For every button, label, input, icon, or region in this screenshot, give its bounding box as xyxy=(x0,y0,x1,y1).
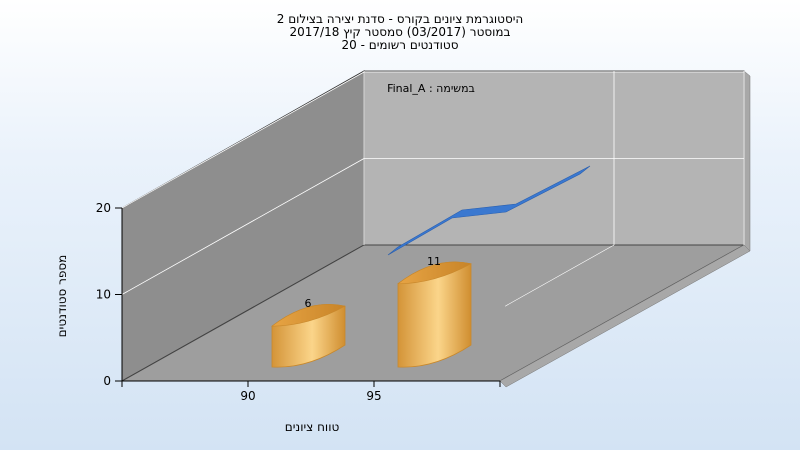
right-edge xyxy=(743,70,751,252)
grid-lines xyxy=(121,71,745,307)
x-ticks: 90 95 xyxy=(121,381,501,403)
grid-line-floor xyxy=(504,244,615,307)
y-axis-title: מספר סטודנטים xyxy=(55,255,69,338)
line-series xyxy=(387,165,591,256)
front-edge xyxy=(499,244,751,388)
x-tick-label-95: 95 xyxy=(366,389,381,403)
data-label-90: 6 xyxy=(305,297,312,310)
chart-title-line-1: היסטוגרמת ציונים בקורס - סדנת יצירה בציל… xyxy=(277,12,524,26)
y-ticks: 0 10 20 xyxy=(96,201,122,388)
grid-line-side xyxy=(121,71,365,209)
x-tick-label-90: 90 xyxy=(240,389,255,403)
grid-line-side xyxy=(121,158,365,295)
legend-entry: במשימה : Final_A xyxy=(387,82,475,95)
data-label-95: 11 xyxy=(427,255,441,268)
bar-cap-95 xyxy=(397,261,472,285)
chart-title-line-2: במוסטר (03/2017) סמסטר קיץ 2017/18 xyxy=(290,25,511,39)
bar-cap-90 xyxy=(271,304,346,327)
y-tick-label: 10 xyxy=(96,288,111,302)
y-tick-label: 0 xyxy=(103,374,111,388)
bar-series: 6 11 xyxy=(271,255,472,368)
chart-title-line-3: סטודנטים רשומים - 20 xyxy=(341,38,458,52)
back-wall xyxy=(363,70,745,246)
line-series-ribbon xyxy=(387,165,591,256)
y-tick-label: 20 xyxy=(96,201,111,215)
x-axis-title: טווח ציונים xyxy=(285,420,340,434)
